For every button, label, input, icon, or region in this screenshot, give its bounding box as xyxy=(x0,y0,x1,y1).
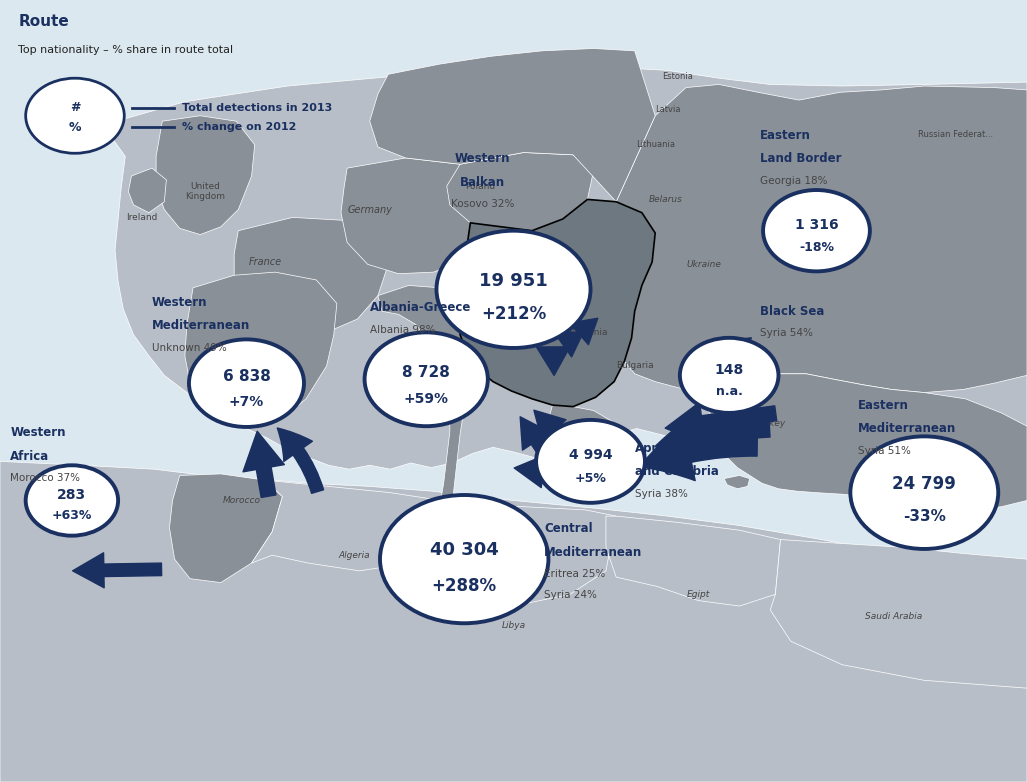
Text: Georgia 18%: Georgia 18% xyxy=(760,176,828,186)
Text: Turkey: Turkey xyxy=(755,419,786,429)
Text: Western: Western xyxy=(455,152,510,166)
Ellipse shape xyxy=(380,495,548,623)
Polygon shape xyxy=(460,199,655,407)
Text: Ukraine: Ukraine xyxy=(686,260,721,269)
Text: 4 994: 4 994 xyxy=(569,448,612,462)
Text: 40 304: 40 304 xyxy=(430,540,498,558)
Polygon shape xyxy=(370,48,655,202)
Text: Africa: Africa xyxy=(10,450,49,463)
Polygon shape xyxy=(447,152,594,233)
Ellipse shape xyxy=(850,436,998,549)
Text: and Calabria: and Calabria xyxy=(635,465,719,479)
Ellipse shape xyxy=(26,78,124,153)
Polygon shape xyxy=(341,158,501,274)
Text: Mediterranean: Mediterranean xyxy=(544,546,643,559)
Polygon shape xyxy=(103,66,1027,469)
Ellipse shape xyxy=(680,338,778,413)
Text: Albania-Greece: Albania-Greece xyxy=(370,301,471,314)
Text: % change on 2012: % change on 2012 xyxy=(182,123,296,132)
Ellipse shape xyxy=(189,339,304,427)
Text: Land Border: Land Border xyxy=(760,152,841,166)
Polygon shape xyxy=(185,272,337,429)
Text: Morocco 37%: Morocco 37% xyxy=(10,473,80,483)
Text: +288%: +288% xyxy=(431,577,497,595)
Ellipse shape xyxy=(536,420,645,503)
Ellipse shape xyxy=(763,190,870,271)
Polygon shape xyxy=(169,474,282,583)
Polygon shape xyxy=(234,217,388,336)
Text: -18%: -18% xyxy=(799,242,834,254)
Text: Mediterranean: Mediterranean xyxy=(152,319,251,332)
Polygon shape xyxy=(542,405,621,491)
Text: %: % xyxy=(69,121,81,134)
Text: +7%: +7% xyxy=(229,395,264,408)
Text: +59%: +59% xyxy=(404,392,449,406)
Text: Egipt: Egipt xyxy=(687,590,710,599)
Text: #: # xyxy=(70,102,80,114)
Text: -33%: -33% xyxy=(903,509,946,524)
Text: Ireland: Ireland xyxy=(126,213,157,222)
Text: Saudi Arabia: Saudi Arabia xyxy=(865,612,922,621)
Text: Eritrea 25%: Eritrea 25% xyxy=(544,569,606,579)
Polygon shape xyxy=(698,374,1027,510)
Text: +5%: +5% xyxy=(574,472,607,486)
Text: United
Kingdom: United Kingdom xyxy=(186,182,225,201)
Text: Mediterranean: Mediterranean xyxy=(858,422,956,436)
Text: 283: 283 xyxy=(58,488,86,502)
Text: Belarus: Belarus xyxy=(649,195,682,204)
Polygon shape xyxy=(128,168,166,213)
Text: Total detections in 2013: Total detections in 2013 xyxy=(182,103,332,113)
Text: Top nationality – % share in route total: Top nationality – % share in route total xyxy=(18,45,233,56)
Text: 8 728: 8 728 xyxy=(403,364,450,380)
Text: Algeria: Algeria xyxy=(339,551,370,560)
Ellipse shape xyxy=(26,465,118,536)
Text: Libya: Libya xyxy=(501,621,526,630)
Text: +63%: +63% xyxy=(51,509,92,522)
Text: Western: Western xyxy=(152,296,207,309)
Text: Black Sea: Black Sea xyxy=(760,305,825,318)
Text: France: France xyxy=(249,257,281,267)
Text: Balkan: Balkan xyxy=(460,176,505,189)
Text: Kosovo 32%: Kosovo 32% xyxy=(451,199,515,210)
Text: Estonia: Estonia xyxy=(662,72,693,81)
Text: Russian Federat...: Russian Federat... xyxy=(917,130,993,139)
Text: +212%: +212% xyxy=(481,305,546,323)
Ellipse shape xyxy=(365,332,488,426)
Text: Western: Western xyxy=(10,426,66,439)
Text: Syria 38%: Syria 38% xyxy=(635,489,687,499)
Text: Poland: Poland xyxy=(465,181,496,191)
Polygon shape xyxy=(156,116,255,235)
Polygon shape xyxy=(770,540,1027,688)
Polygon shape xyxy=(606,516,781,606)
Polygon shape xyxy=(724,475,750,489)
Text: Romania: Romania xyxy=(568,328,607,337)
Text: Eastern: Eastern xyxy=(858,399,909,412)
Text: Syria 24%: Syria 24% xyxy=(544,590,597,600)
Text: Apulia: Apulia xyxy=(635,442,677,455)
Text: Lithuania: Lithuania xyxy=(636,140,675,149)
Text: Unknown 49%: Unknown 49% xyxy=(152,343,227,353)
Text: Latvia: Latvia xyxy=(655,105,680,114)
Ellipse shape xyxy=(436,231,591,348)
Text: Syria 54%: Syria 54% xyxy=(760,328,812,339)
Text: 24 799: 24 799 xyxy=(892,475,956,493)
Text: Hungary: Hungary xyxy=(494,308,533,317)
Text: Eastern: Eastern xyxy=(760,129,811,142)
Text: 6 838: 6 838 xyxy=(223,369,270,384)
Text: Morocco: Morocco xyxy=(222,496,261,505)
Polygon shape xyxy=(252,480,457,571)
Text: Central: Central xyxy=(544,522,593,536)
Text: Syria 51%: Syria 51% xyxy=(858,446,910,456)
Text: Albania 98%: Albania 98% xyxy=(370,325,435,335)
Text: 19 951: 19 951 xyxy=(480,271,547,289)
Polygon shape xyxy=(616,84,1027,393)
Polygon shape xyxy=(0,461,1027,782)
Polygon shape xyxy=(431,504,616,606)
Text: 148: 148 xyxy=(715,363,744,377)
Text: Bulgaria: Bulgaria xyxy=(616,361,653,371)
Polygon shape xyxy=(378,285,474,516)
Text: Germany: Germany xyxy=(347,205,392,214)
Text: Route: Route xyxy=(18,14,69,29)
Text: 1 316: 1 316 xyxy=(795,217,838,231)
